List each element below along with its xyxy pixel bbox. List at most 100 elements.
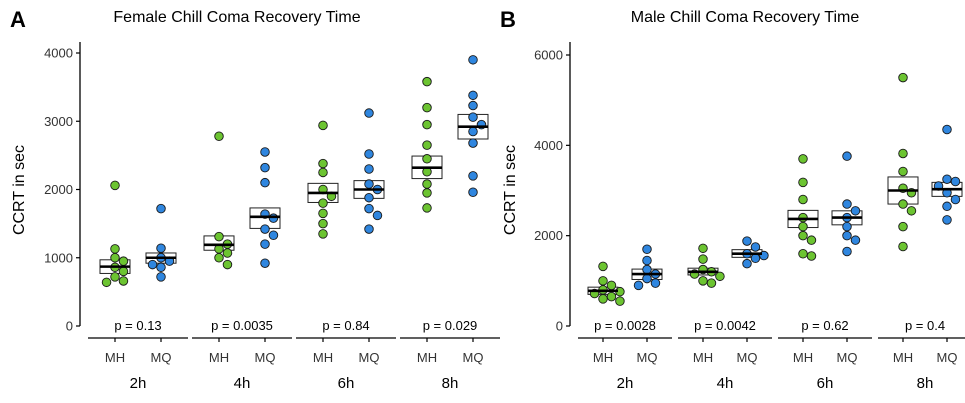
data-point bbox=[422, 154, 432, 164]
data-point bbox=[615, 296, 625, 306]
data-point bbox=[898, 166, 908, 177]
data-point bbox=[214, 252, 224, 263]
panel-label: A bbox=[10, 7, 26, 32]
y-tick-label: 0 bbox=[556, 319, 563, 334]
data-point bbox=[468, 138, 478, 148]
data-point bbox=[364, 149, 374, 159]
data-point bbox=[422, 102, 432, 113]
data-point bbox=[156, 272, 166, 282]
group-label: MQ bbox=[255, 350, 276, 365]
group-label: MQ bbox=[837, 350, 858, 365]
y-tick-label: 4000 bbox=[44, 46, 73, 61]
data-point bbox=[842, 221, 852, 232]
data-point bbox=[422, 119, 432, 130]
data-point bbox=[898, 148, 908, 159]
data-point bbox=[898, 221, 908, 232]
data-point bbox=[318, 229, 328, 239]
data-point bbox=[633, 280, 644, 291]
data-point bbox=[798, 177, 808, 188]
data-point bbox=[898, 241, 908, 252]
data-point bbox=[260, 162, 270, 173]
data-point bbox=[468, 90, 478, 101]
data-point bbox=[260, 239, 270, 249]
data-point bbox=[222, 259, 233, 270]
data-point bbox=[798, 230, 808, 241]
data-point bbox=[468, 171, 478, 181]
data-point bbox=[898, 72, 908, 83]
data-point bbox=[468, 55, 478, 65]
group-label: MQ bbox=[737, 350, 758, 365]
data-point bbox=[598, 261, 608, 272]
data-point bbox=[156, 262, 166, 273]
data-point bbox=[806, 235, 817, 245]
y-tick-label: 3000 bbox=[44, 114, 73, 129]
y-tick-label: 2000 bbox=[534, 228, 563, 243]
group-label: MH bbox=[893, 350, 913, 365]
group-label: MH bbox=[313, 350, 333, 365]
data-point bbox=[798, 248, 808, 259]
group-label: MQ bbox=[151, 350, 172, 365]
data-point bbox=[642, 273, 652, 284]
data-point bbox=[942, 124, 952, 135]
y-axis-label: CCRT in sec bbox=[11, 145, 28, 235]
data-point bbox=[942, 174, 952, 184]
panel-a: A Female Chill Coma Recovery Time CCRT in … bbox=[10, 7, 500, 392]
data-point bbox=[706, 278, 717, 288]
p-value-label: p = 0.0028 bbox=[594, 318, 656, 333]
data-point bbox=[260, 177, 270, 188]
data-point bbox=[698, 254, 708, 264]
data-point bbox=[318, 198, 328, 208]
group-label: MH bbox=[105, 350, 125, 365]
data-point bbox=[101, 277, 112, 288]
data-point bbox=[798, 154, 808, 164]
data-point bbox=[850, 235, 861, 245]
data-point bbox=[110, 244, 120, 254]
data-point bbox=[750, 253, 761, 263]
data-point bbox=[842, 246, 852, 257]
data-point bbox=[698, 243, 708, 254]
data-point bbox=[147, 259, 158, 270]
data-point bbox=[260, 258, 270, 268]
data-point bbox=[214, 231, 224, 242]
chart-title: Male Chill Coma Recovery Time bbox=[631, 9, 860, 26]
data-point bbox=[798, 221, 808, 232]
group-label: MQ bbox=[637, 350, 658, 365]
data-point bbox=[942, 201, 952, 212]
data-point bbox=[842, 151, 852, 161]
data-point bbox=[798, 212, 808, 223]
p-value-label: p = 0.0035 bbox=[211, 318, 273, 333]
group-label: MH bbox=[417, 350, 437, 365]
data-point bbox=[422, 188, 432, 198]
data-point bbox=[850, 206, 861, 216]
data-point bbox=[842, 230, 852, 241]
panel-b: B Male Chill Coma Recovery Time CCRT in se… bbox=[500, 7, 965, 392]
p-value-label: p = 0.84 bbox=[322, 318, 369, 333]
p-value-label: p = 0.029 bbox=[423, 318, 478, 333]
panel-label: B bbox=[500, 7, 516, 32]
data-point bbox=[742, 258, 752, 269]
p-value-label: p = 0.13 bbox=[114, 318, 161, 333]
data-point bbox=[118, 256, 129, 266]
data-point bbox=[715, 271, 725, 282]
group-label: MH bbox=[693, 350, 713, 365]
data-point bbox=[260, 147, 270, 157]
data-point bbox=[222, 248, 233, 258]
data-point bbox=[110, 180, 120, 191]
category-label: 4h bbox=[717, 375, 734, 392]
category-label: 8h bbox=[917, 375, 934, 392]
data-point bbox=[318, 158, 328, 169]
group-label: MQ bbox=[359, 350, 380, 365]
data-point bbox=[268, 230, 279, 240]
data-point bbox=[422, 76, 432, 87]
category-label: 6h bbox=[817, 375, 834, 392]
data-point bbox=[906, 206, 917, 216]
data-point bbox=[364, 224, 374, 234]
data-point bbox=[214, 131, 224, 142]
data-point bbox=[598, 276, 608, 286]
data-point bbox=[364, 203, 374, 214]
category-label: 4h bbox=[234, 375, 251, 392]
data-point bbox=[318, 167, 328, 178]
y-tick-label: 0 bbox=[66, 319, 73, 334]
data-point bbox=[268, 213, 279, 223]
